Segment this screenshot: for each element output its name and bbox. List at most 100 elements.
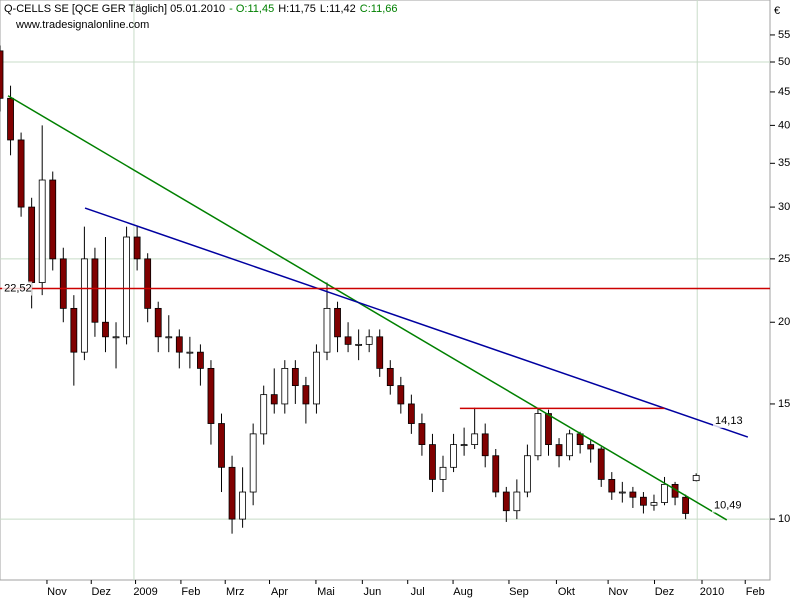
y-tick-label: 25 (778, 253, 790, 265)
candle-body (0, 50, 4, 99)
candle-body (334, 307, 341, 338)
candle-body (513, 491, 521, 512)
candle-body (49, 179, 57, 260)
x-tick-label: 2010 (700, 586, 724, 598)
x-tick-label: Nov (608, 586, 628, 598)
candle-body (291, 367, 299, 387)
candle-body (450, 444, 457, 468)
candle-body (355, 343, 363, 346)
candle-body (608, 479, 616, 493)
y-tick-label: 10 (778, 513, 790, 525)
candle-body (471, 433, 479, 445)
y-tick-label: 20 (778, 316, 790, 328)
candle-body (545, 413, 552, 445)
candle-body (429, 444, 436, 480)
x-tick-label: Dez (91, 586, 111, 598)
candle-body (59, 258, 67, 309)
x-tick-label: Feb (746, 586, 765, 598)
y-tick-label: 30 (778, 201, 790, 213)
candle-body (207, 367, 215, 424)
candle-body (123, 236, 130, 338)
quote-part: - O:11,45 (229, 3, 274, 15)
y-tick-label: 50 (778, 56, 790, 68)
currency: € (774, 5, 780, 17)
candle-body (692, 475, 700, 482)
candle-body (133, 236, 141, 260)
x-tick-label: Aug (453, 586, 473, 598)
candle-body (102, 321, 109, 338)
candle-body (397, 385, 405, 405)
candle-body (197, 351, 204, 369)
candle-body (228, 466, 236, 520)
candle-body (650, 502, 658, 506)
candle-body (439, 466, 447, 480)
candle-body (682, 496, 690, 514)
x-tick-label: Mrz (226, 586, 244, 598)
candle-body (418, 423, 426, 445)
line-label: 22,52 (4, 282, 32, 294)
candle-body (249, 433, 257, 493)
candle-body (640, 496, 647, 506)
candle-body (618, 491, 626, 494)
candle-body (154, 307, 162, 338)
x-tick-label: Sep (509, 586, 529, 598)
x-tick-label: Feb (181, 586, 200, 598)
candle-body (165, 336, 173, 339)
candle-body (365, 336, 373, 345)
candle-body (70, 307, 78, 353)
chart-header: Q-CELLS SE [QCE GER Täglich] 05.01.2010-… (4, 3, 398, 15)
candle-body (38, 179, 46, 283)
candle-body (7, 97, 14, 141)
candle-body (386, 367, 394, 387)
candle-body (186, 351, 194, 354)
candle-body (661, 483, 668, 503)
candle-body (407, 403, 415, 424)
candle-body (218, 423, 225, 468)
candle-body (175, 336, 183, 353)
candle-body (313, 351, 320, 405)
line-label-bg (2, 281, 33, 296)
chart-title: Q-CELLS SE [QCE GER Täglich] 05.01.2010 (4, 3, 225, 15)
candle-body (502, 491, 510, 512)
candle-body (17, 139, 25, 208)
candle-body (144, 258, 152, 309)
quote-part: L:11,42 (320, 3, 356, 15)
line-label: 10,49 (714, 499, 742, 511)
candle-body (587, 444, 595, 450)
candle-body (323, 307, 331, 353)
candle-body (80, 258, 88, 353)
y-tick-label: 45 (778, 86, 790, 98)
candle-body (629, 491, 637, 498)
line-label-bg (711, 498, 742, 513)
quote-part: H:11,75 (278, 3, 316, 15)
trend-line (84, 207, 749, 438)
quote-part: C:11,66 (360, 3, 398, 15)
candle-body (281, 367, 289, 405)
chart-subtitle: www.tradesignalonline.com (15, 19, 149, 31)
candle-body (260, 394, 268, 435)
candle-body (302, 385, 310, 405)
plot-area (0, 0, 771, 581)
candle-body (534, 413, 542, 457)
candle-body (239, 491, 247, 520)
candle-body (91, 258, 99, 323)
candle-body (270, 394, 278, 405)
x-tick-label: Okt (558, 586, 575, 598)
candle-body (597, 448, 605, 480)
x-tick-label: 2009 (133, 586, 157, 598)
x-tick-label: Mai (317, 586, 335, 598)
candle-body (460, 444, 468, 446)
trend-line (7, 95, 728, 521)
x-tick-label: Nov (47, 586, 67, 598)
y-tick-label: 35 (778, 157, 790, 169)
candle-body (481, 433, 489, 457)
x-tick-label: Apr (271, 586, 288, 598)
x-tick-label: Jun (363, 586, 381, 598)
candle-body (566, 433, 573, 457)
candle-body (376, 336, 384, 369)
candle-body (492, 455, 500, 493)
line-label-bg (713, 413, 744, 428)
candle-body (112, 336, 120, 339)
x-tick-label: Jul (411, 586, 425, 598)
